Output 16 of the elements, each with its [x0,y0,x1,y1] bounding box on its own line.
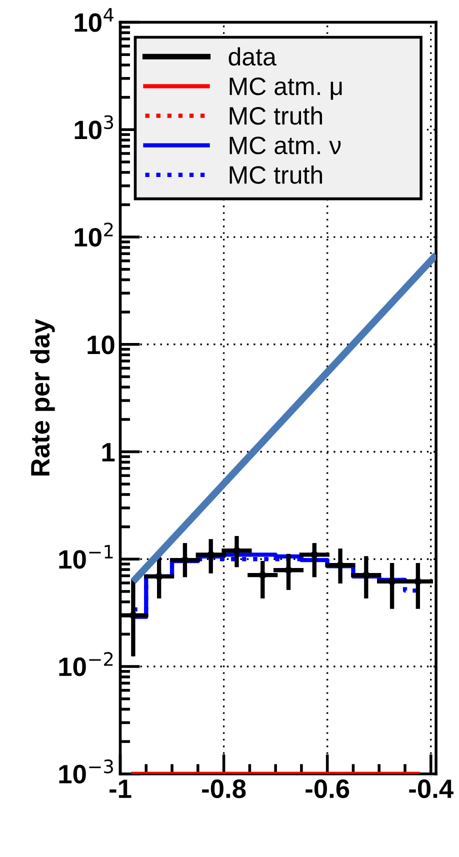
y-tick-label: 10$^{−2}$ [59,652,113,676]
y-tick-label: 1 [102,443,115,462]
x-tick-label: -0.8 [202,779,246,798]
y-axis-title: Rate per day [30,319,55,476]
legend-label: MC atm. ν [230,136,341,154]
y-tick-label: 10$^{3}$ [74,115,114,140]
legend-label: MC truth [230,106,322,125]
y-tick-label: 10 [88,336,114,354]
legend-label: MC truth [230,166,322,184]
y-tick-label: 10$^{4}$ [74,8,114,32]
legend-label: MC atm. μ [230,77,342,100]
x-tick-label: -0.4 [409,779,454,798]
x-tick-label: -0.6 [306,779,350,798]
legend-label: data [228,47,276,66]
y-tick-label: 10$^{2}$ [74,222,113,247]
y-tick-label: 10$^{−1}$ [59,544,113,569]
